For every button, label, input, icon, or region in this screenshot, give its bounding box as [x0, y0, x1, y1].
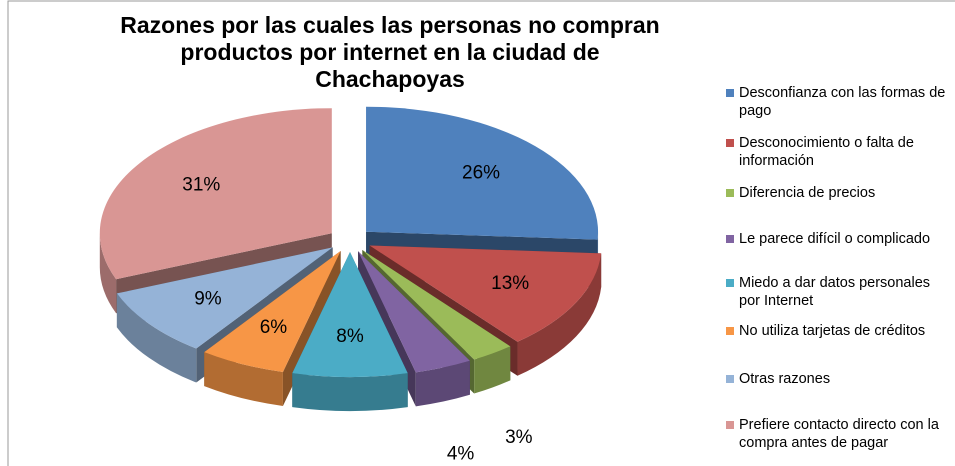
data-label: 26% — [462, 163, 500, 184]
legend-item: No utiliza tarjetas de créditos — [726, 322, 951, 340]
legend-label: No utiliza tarjetas de créditos — [739, 323, 926, 339]
legend-item: Otras razones — [726, 370, 951, 388]
slice — [292, 252, 408, 378]
legend-item: Desconfianza con las formas de pago — [726, 84, 951, 120]
legend-label: Le parece difícil o complicado — [739, 231, 931, 247]
slice-side — [99, 233, 117, 314]
legend-swatch — [726, 375, 734, 383]
slice-side — [415, 360, 470, 407]
legend-item: Le parece difícil o complicado — [726, 230, 951, 248]
slice — [369, 245, 602, 342]
data-label: 6% — [260, 317, 288, 338]
slice-side — [292, 373, 408, 412]
slice — [99, 108, 332, 280]
data-label: 13% — [491, 273, 529, 294]
slice-side — [474, 346, 511, 394]
legend-swatch — [726, 421, 734, 429]
slice — [292, 252, 408, 412]
data-label: 3% — [505, 427, 533, 448]
legend-label: Otras razones — [739, 371, 831, 387]
legend-item: Diferencia de precios — [726, 184, 951, 202]
slice — [116, 247, 333, 349]
data-label: 8% — [336, 326, 364, 347]
slice-side — [204, 352, 283, 407]
data-label: 9% — [194, 289, 222, 310]
slice-side — [116, 293, 197, 383]
frame — [7, 0, 955, 466]
data-label: 31% — [182, 174, 220, 195]
legend-swatch — [726, 139, 734, 147]
legend-label: Miedo a dar datos personales por Interne… — [739, 275, 931, 309]
legend-label: Desconfianza con las formas de pago — [739, 85, 946, 119]
chart-title: Razones por las cuales las personas no c… — [120, 12, 660, 92]
legend-swatch — [726, 235, 734, 243]
legend-swatch — [726, 327, 734, 335]
legend-label: Desconocimiento o falta de información — [739, 135, 914, 169]
slice — [358, 251, 470, 373]
slice — [366, 106, 599, 240]
legend-item: Desconocimiento o falta de información — [726, 134, 951, 170]
slice — [204, 250, 341, 373]
legend-swatch — [726, 89, 734, 97]
legend-swatch — [726, 189, 734, 197]
legend-label: Diferencia de precios — [739, 185, 876, 201]
data-label: 4% — [447, 444, 475, 465]
legend-item: Prefiere contacto directo con la compra … — [726, 416, 951, 452]
legend-swatch — [726, 279, 734, 287]
slice — [362, 250, 511, 360]
slice-side — [517, 253, 602, 376]
legend-item: Miedo a dar datos personales por Interne… — [726, 274, 951, 310]
legend-label: Prefiere contacto directo con la compra … — [739, 417, 939, 451]
